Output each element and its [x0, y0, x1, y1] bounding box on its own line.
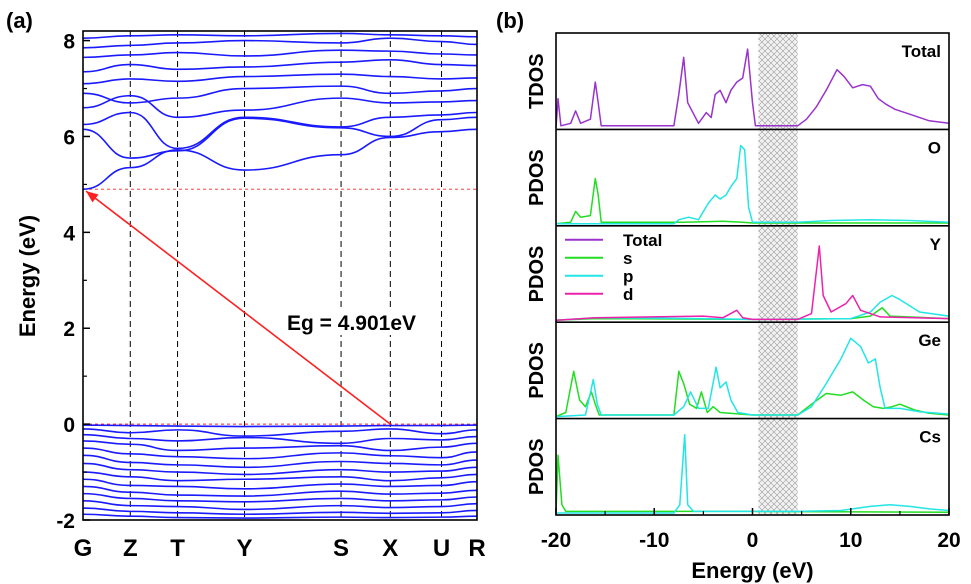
subplot-title: Cs	[919, 428, 941, 447]
band-line	[82, 454, 478, 469]
subplot-ylabel: TDOS	[526, 53, 548, 109]
legend-label: p	[623, 267, 633, 286]
dos-curve	[555, 294, 950, 321]
x-tick-label: 20	[937, 529, 960, 552]
band-line	[82, 128, 478, 191]
subplot-ylabel: PDOS	[526, 246, 548, 303]
x-tick-label: 0	[747, 529, 759, 552]
subplot-title: O	[928, 138, 941, 157]
panel-a-frame	[82, 30, 478, 521]
dos-curve	[555, 307, 950, 321]
kpoint-label: G	[74, 535, 93, 562]
kpoint-label: Y	[237, 535, 253, 562]
x-axis-label: Energy (eV)	[691, 558, 813, 583]
gap-label-background	[286, 309, 436, 335]
y-tick-label: 4	[63, 222, 75, 245]
band-line	[82, 447, 478, 460]
band-line	[82, 500, 478, 511]
panel-a-label: (a)	[6, 8, 33, 33]
dos-curve	[556, 433, 950, 514]
band-line	[82, 513, 478, 519]
dos-curve	[555, 48, 950, 128]
kpoint-label: R	[468, 535, 485, 562]
band-line	[82, 116, 478, 159]
subplot-title: Y	[930, 235, 942, 254]
legend-label: Total	[623, 231, 662, 250]
band-line	[82, 111, 478, 150]
kpoint-label: S	[333, 535, 349, 562]
dos-curve	[555, 370, 950, 418]
gap-annotation: Eg = 4.901eV	[287, 312, 416, 335]
subplot-title: Ge	[918, 331, 941, 350]
band-line	[82, 49, 478, 59]
band-line	[82, 32, 478, 39]
panel-b-label: (b)	[496, 8, 524, 33]
dos-curve	[555, 337, 950, 418]
band-line	[82, 478, 478, 490]
dos-curve	[555, 177, 949, 225]
subplot-title: Total	[902, 42, 941, 61]
band-line	[82, 462, 478, 476]
band-line	[82, 73, 478, 85]
x-tick-label: -10	[639, 529, 669, 552]
dos-curve	[555, 245, 950, 321]
y-tick-label: 0	[63, 414, 75, 437]
kpoint-label: U	[433, 535, 450, 562]
y-tick-label: 2	[63, 318, 75, 341]
band-line	[82, 85, 478, 104]
kpoint-label: X	[382, 535, 398, 562]
x-tick-label: 10	[839, 529, 862, 552]
y-axis-label: Energy (eV)	[15, 215, 40, 337]
y-tick-label: -2	[56, 510, 75, 533]
band-line	[82, 471, 478, 482]
band-line	[82, 440, 478, 452]
y-tick-label: 6	[63, 126, 75, 149]
kpoint-label: Z	[123, 535, 138, 562]
gap-arrow-head	[86, 191, 99, 203]
legend-label: s	[623, 249, 632, 268]
gap-region	[758, 33, 798, 515]
band-line	[82, 485, 478, 497]
subplot-ylabel: PDOS	[526, 438, 548, 495]
band-line	[82, 424, 478, 428]
subplot-ylabel: PDOS	[526, 149, 548, 206]
band-line	[82, 58, 478, 73]
gap-arrow	[85, 190, 391, 425]
x-tick-label: -20	[541, 529, 571, 552]
band-line	[82, 94, 478, 119]
band-line	[82, 507, 478, 516]
band-line	[82, 37, 478, 49]
band-line	[82, 492, 478, 503]
y-tick-label: 8	[63, 31, 75, 54]
legend-label: d	[623, 285, 633, 304]
subplot-ylabel: PDOS	[526, 342, 548, 399]
band-line	[82, 433, 478, 445]
band-line	[82, 428, 478, 437]
kpoint-label: T	[170, 535, 185, 562]
dos-curve	[556, 144, 950, 225]
